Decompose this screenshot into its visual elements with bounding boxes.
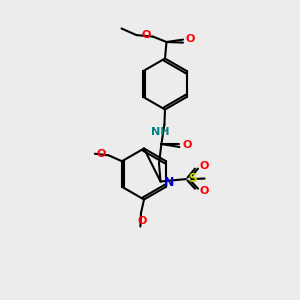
Text: O: O <box>185 34 195 44</box>
Text: O: O <box>137 216 147 226</box>
Text: N: N <box>164 176 174 189</box>
Text: O: O <box>96 149 105 159</box>
Text: O: O <box>200 161 209 171</box>
Text: O: O <box>182 140 192 151</box>
Text: O: O <box>141 30 151 40</box>
Text: S: S <box>188 172 197 185</box>
Text: NH: NH <box>151 127 169 137</box>
Text: O: O <box>200 186 209 196</box>
